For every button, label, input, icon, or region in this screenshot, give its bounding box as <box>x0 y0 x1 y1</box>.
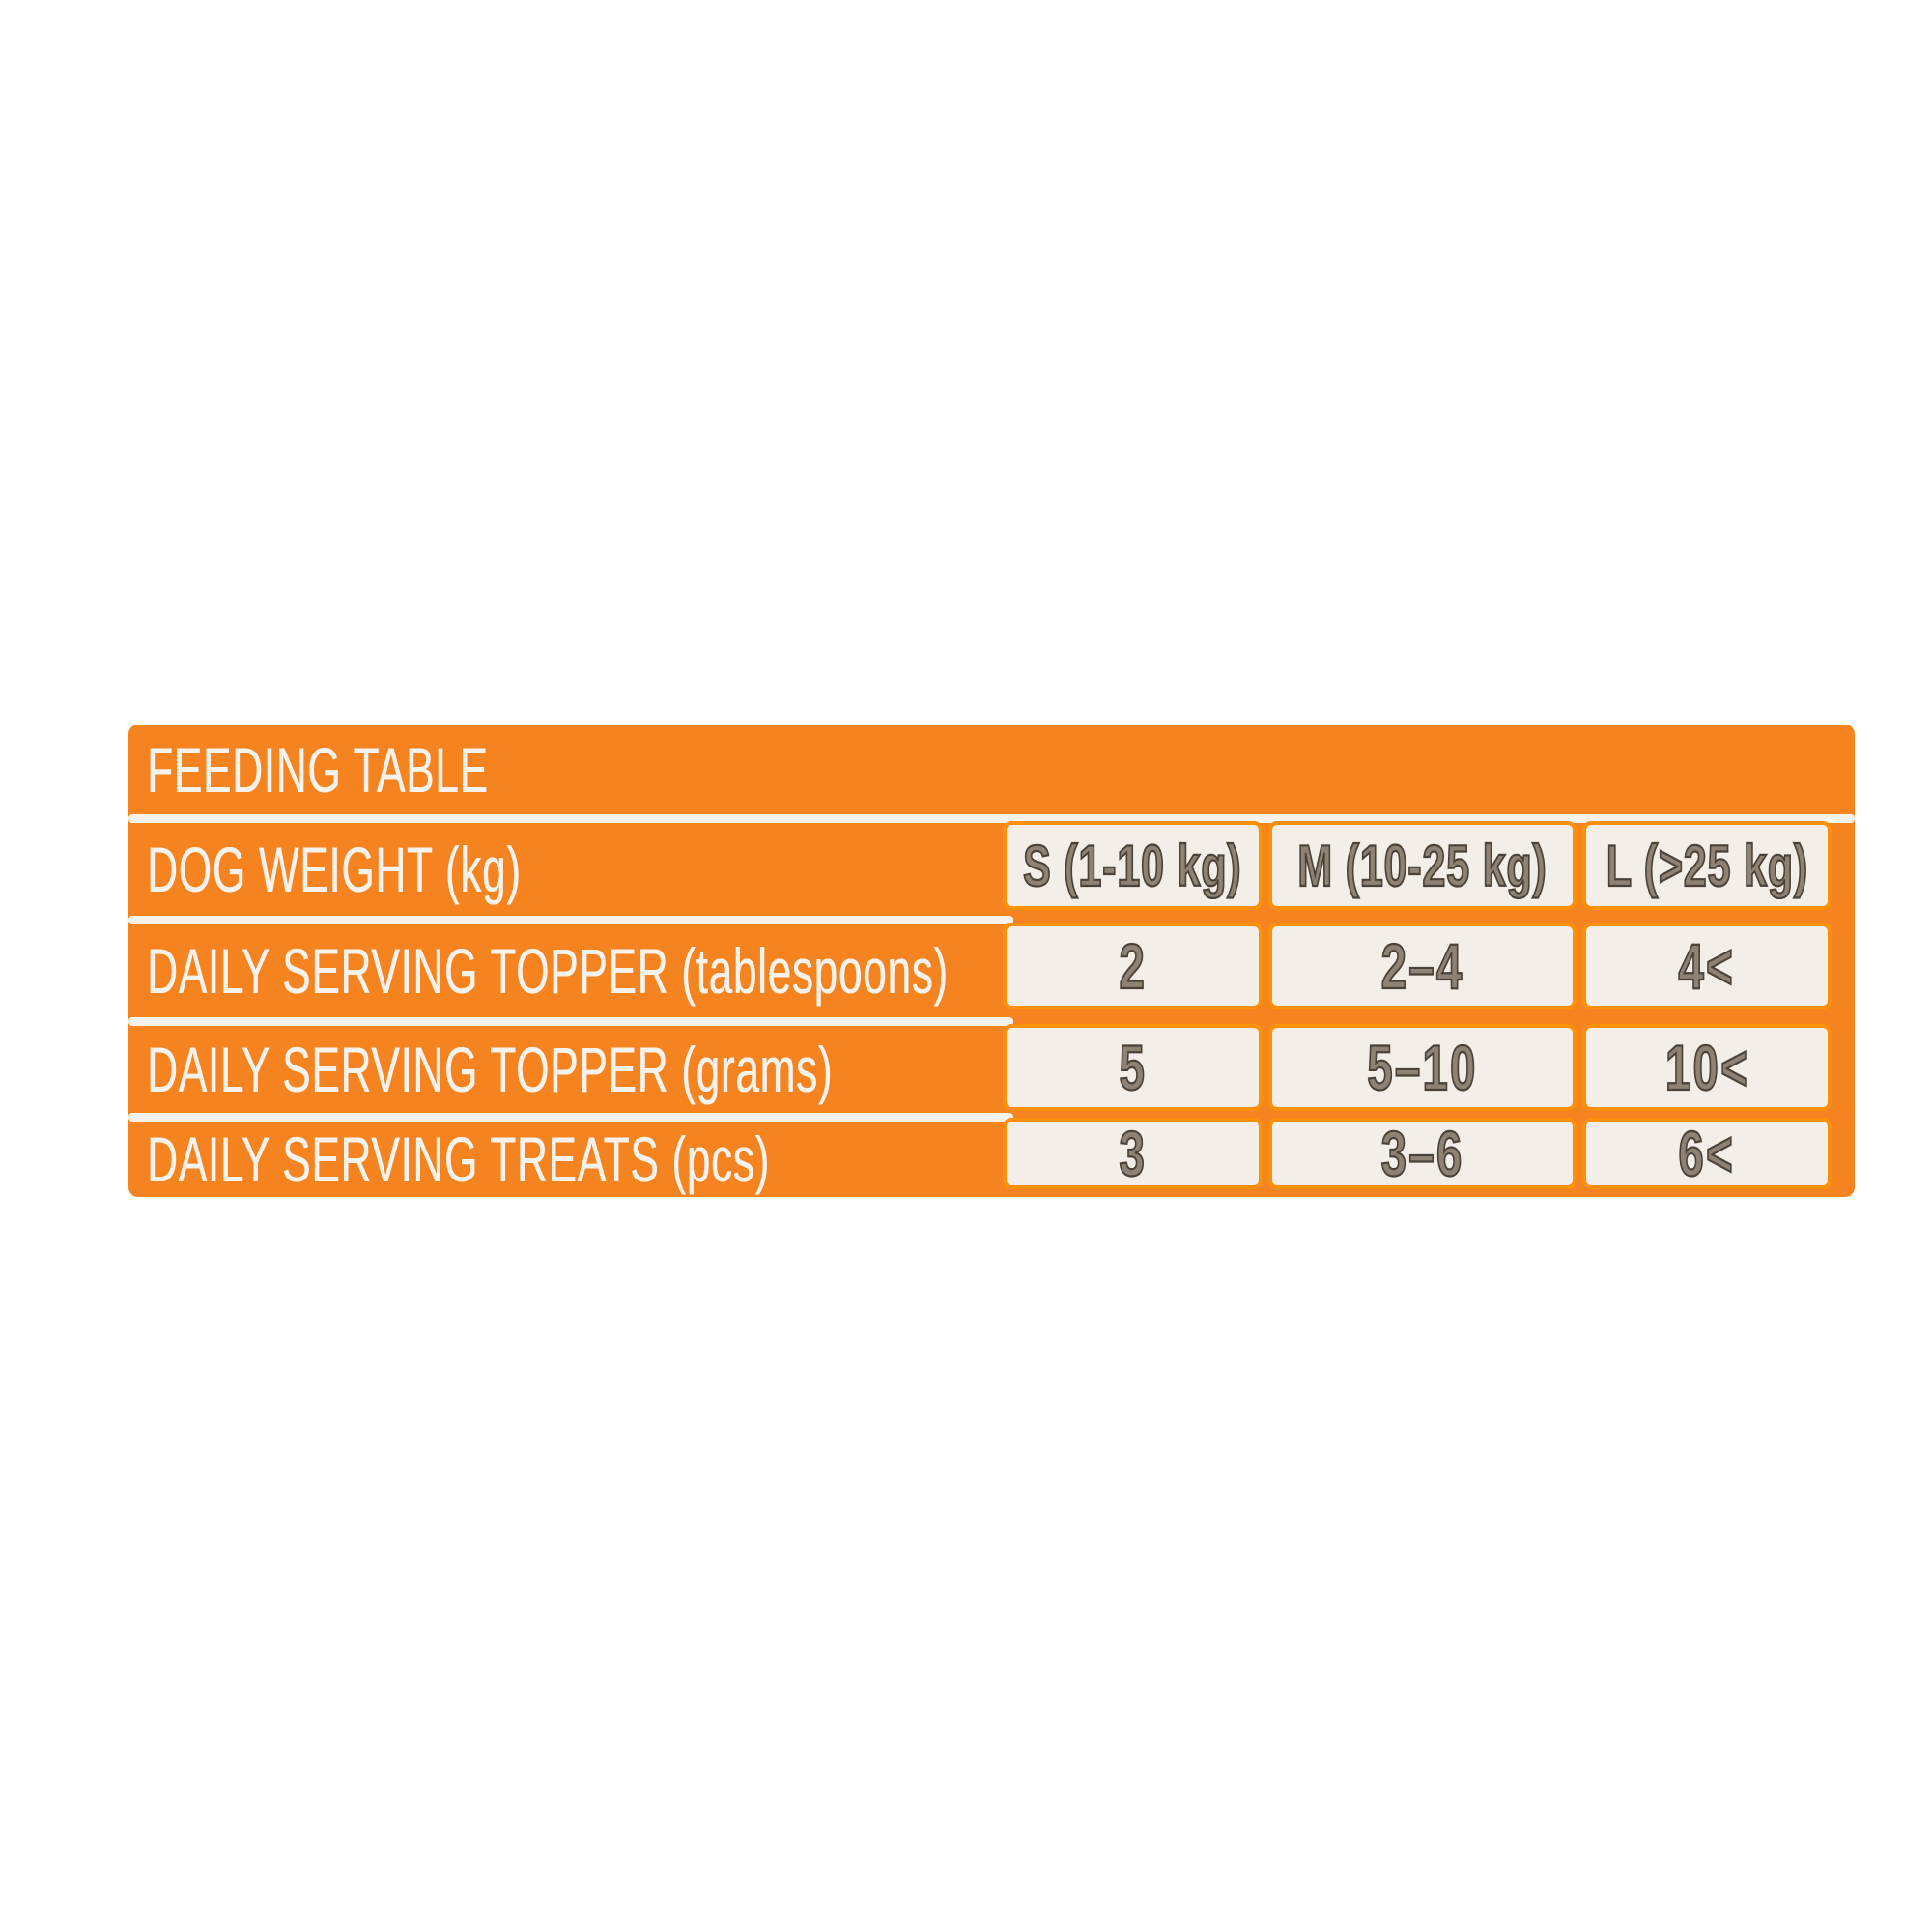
value-text: 3 <box>1118 1117 1147 1190</box>
value-cell-treats-medium: 3–6 <box>1272 1117 1573 1190</box>
row-label-dog-weight: DOG WEIGHT (kg) <box>147 823 705 916</box>
row-divider <box>128 1113 1013 1122</box>
value-text: 3–6 <box>1380 1117 1464 1190</box>
row-label-topper-tablespoons-text: DAILY SERVING TOPPER (tablespoons) <box>147 935 949 1007</box>
row-label-topper-grams-text: DAILY SERVING TOPPER (grams) <box>147 1034 834 1105</box>
value-cell-topper-tablespoons-medium: 2–4 <box>1272 926 1573 1006</box>
value-cell-topper-tablespoons-large: 4< <box>1586 926 1828 1006</box>
header-cell-medium: M (10-25 kg) <box>1272 825 1573 906</box>
row-label-topper-grams: DAILY SERVING TOPPER (grams) <box>147 1026 1171 1113</box>
value-cell-topper-grams-large: 10< <box>1586 1028 1828 1107</box>
value-text: 5–10 <box>1367 1031 1478 1104</box>
value-text: 10< <box>1664 1031 1749 1104</box>
value-cell-topper-grams-small: 5 <box>1007 1028 1259 1107</box>
value-text: 2–4 <box>1380 929 1464 1003</box>
header-cell-large: L (>25 kg) <box>1586 825 1828 906</box>
header-cell-large-text: L (>25 kg) <box>1605 832 1808 898</box>
row-label-dog-weight-text: DOG WEIGHT (kg) <box>147 834 522 905</box>
value-text: 6< <box>1678 1117 1736 1190</box>
row-label-treats-pcs: DAILY SERVING TREATS (pcs) <box>147 1122 1076 1196</box>
value-cell-topper-tablespoons-small: 2 <box>1007 926 1259 1006</box>
value-text: 4< <box>1678 929 1736 1003</box>
header-cell-small-text: S (1-10 kg) <box>1023 832 1242 898</box>
value-cell-treats-large: 6< <box>1586 1117 1828 1190</box>
value-cell-treats-small: 3 <box>1007 1117 1259 1190</box>
value-cell-topper-grams-medium: 5–10 <box>1272 1028 1573 1107</box>
row-divider <box>128 814 1855 823</box>
feeding-table: FEEDING TABLE DOG WEIGHT (kg) S (1-10 kg… <box>128 724 1855 1197</box>
header-cell-medium-text: M (10-25 kg) <box>1297 832 1548 898</box>
row-label-treats-pcs-text: DAILY SERVING TREATS (pcs) <box>147 1122 770 1195</box>
header-cell-small: S (1-10 kg) <box>1007 825 1259 906</box>
row-divider <box>128 1017 1013 1026</box>
feeding-table-title: FEEDING TABLE <box>147 724 657 814</box>
row-label-topper-tablespoons: DAILY SERVING TOPPER (tablespoons) <box>147 924 1343 1017</box>
feeding-table-title-text: FEEDING TABLE <box>147 733 489 806</box>
value-text: 2 <box>1118 929 1147 1003</box>
value-text: 5 <box>1118 1031 1147 1104</box>
row-divider <box>128 916 1013 924</box>
